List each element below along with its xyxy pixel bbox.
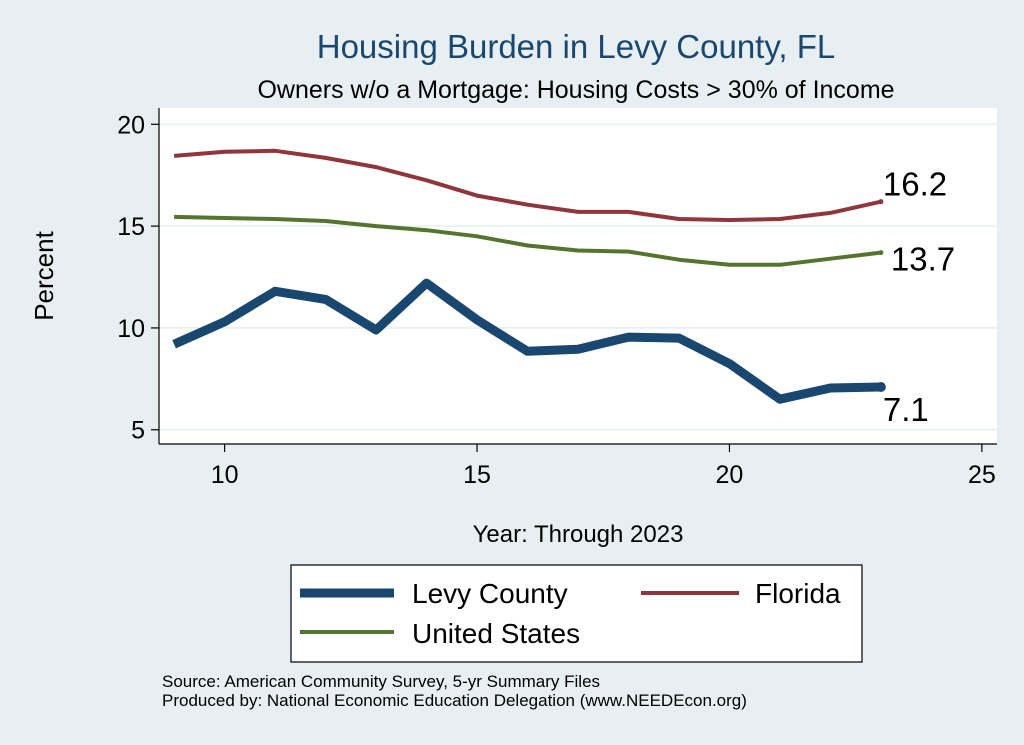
source-note: Source: American Community Survey, 5-yr … <box>162 672 747 710</box>
axis-ticks: 5 10 15 20 10 15 20 25 <box>117 111 996 489</box>
producer-line: Produced by: National Economic Education… <box>162 691 747 710</box>
end-label-levy-county: 7.1 <box>883 391 929 428</box>
legend-label-levy-county: Levy County <box>412 578 568 609</box>
y-tick-label: 15 <box>117 213 145 241</box>
series-line-united-states <box>174 214 882 267</box>
y-tick-label: 20 <box>117 111 145 139</box>
end-labels: 7.1 16.2 13.7 <box>883 166 955 428</box>
x-tick-label: 15 <box>463 461 491 489</box>
chart-svg: Housing Burden in Levy County, FL Owners… <box>29 28 997 663</box>
series-line-levy-county <box>172 278 881 404</box>
plot-area <box>159 108 997 444</box>
series-endpoint-florida <box>878 199 884 205</box>
grid <box>159 123 997 431</box>
x-tick-label: 10 <box>211 461 239 489</box>
series-endpoint-levy-county <box>875 381 886 392</box>
x-tick-label: 25 <box>968 461 996 489</box>
end-label-florida: 16.2 <box>883 166 947 203</box>
source-line: Source: American Community Survey, 5-yr … <box>162 672 601 691</box>
legend <box>290 564 863 663</box>
end-label-united-states: 13.7 <box>891 241 955 278</box>
legend-label-florida: Florida <box>755 578 841 609</box>
x-axis-label: Year: Through 2023 <box>473 521 684 548</box>
y-tick-label: 5 <box>131 417 145 445</box>
series-line-florida <box>173 148 882 222</box>
series <box>172 148 886 404</box>
legend-items: Levy County Florida United States <box>300 578 841 649</box>
series-endpoint-united-states <box>878 250 884 256</box>
chart-title: Housing Burden in Levy County, FL <box>317 28 836 65</box>
chart-subtitle: Owners w/o a Mortgage: Housing Costs > 3… <box>257 76 894 104</box>
y-tick-label: 10 <box>117 315 145 343</box>
y-axis-label: Percent <box>29 230 59 320</box>
x-tick-label: 20 <box>716 461 744 489</box>
legend-label-united-states: United States <box>412 618 580 649</box>
